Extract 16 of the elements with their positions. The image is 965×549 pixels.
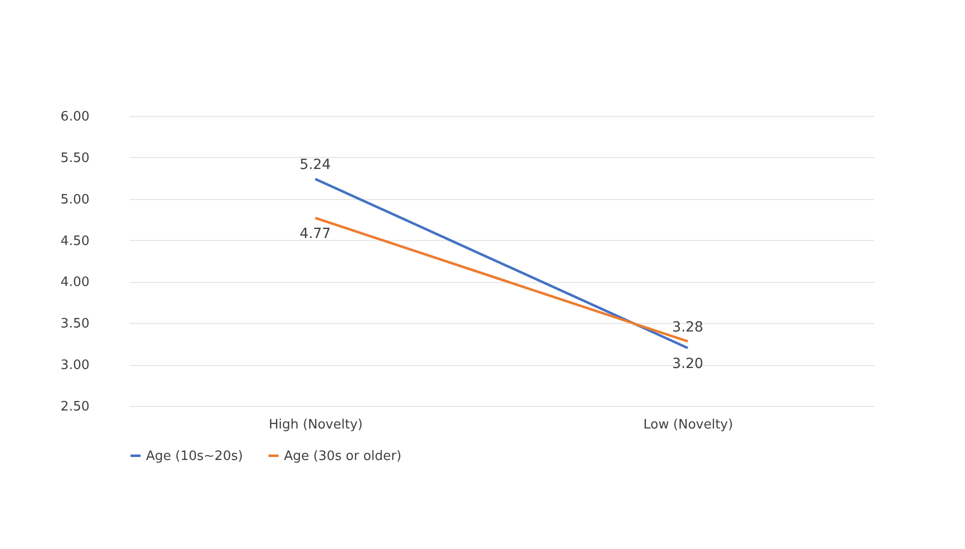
legend-label: Age (30s or older) [284,448,402,464]
y-tick-label: 4.00 [60,275,90,290]
y-tick-label: 2.50 [60,400,90,414]
data-label: 3.20 [672,356,704,372]
y-tick-label: 3.50 [60,316,90,332]
y-tick-label: 5.50 [60,150,90,166]
data-label: 4.77 [300,226,331,242]
y-tick-label: 6.00 [60,110,90,124]
legend-label: Age (10s~20s) [146,448,243,464]
y-tick-label: 3.00 [60,358,90,374]
data-label: 5.24 [300,156,331,173]
x-tick-label: High (Novelty) [268,418,363,432]
data-label: 3.28 [672,319,704,336]
x-tick-label: Low (Novelty) [643,418,734,432]
y-tick-label: 5.00 [60,192,90,208]
y-tick-label: 4.50 [60,234,90,249]
